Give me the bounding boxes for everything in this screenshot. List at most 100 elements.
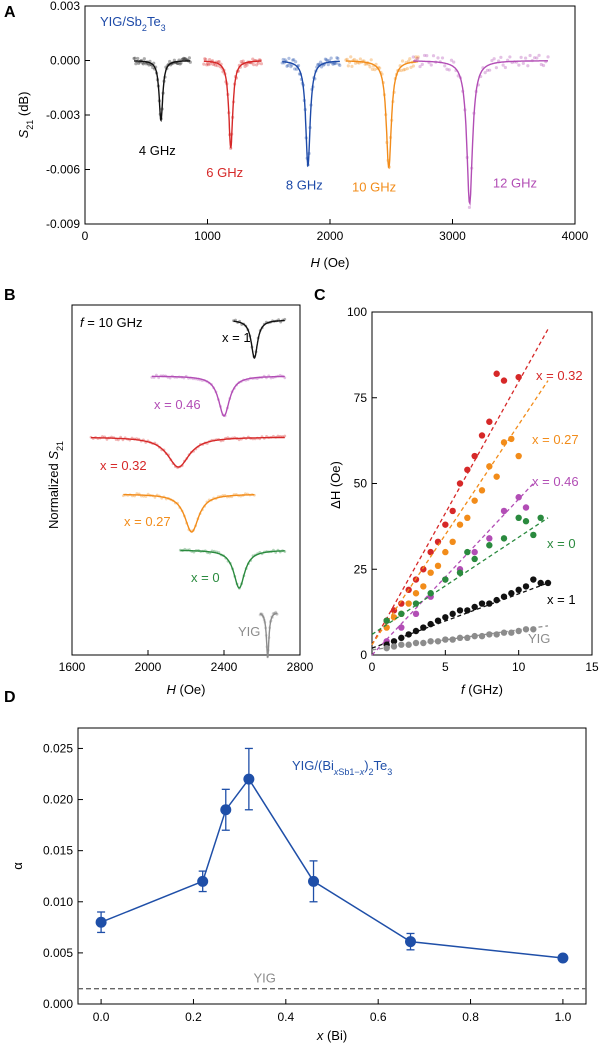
panel-a-point-12-ghz	[508, 55, 512, 59]
panel-c-point-x-0-32	[500, 377, 508, 384]
panel-a-point-6-ghz	[202, 62, 206, 66]
panel-a-xtick-label: 4000	[562, 229, 589, 243]
panel-c-series-label: x = 0.27	[532, 432, 579, 447]
panel-d-xtick-label: 0.2	[185, 1010, 202, 1024]
panel-b-fit-x-0-32	[91, 436, 285, 468]
panel-a-point-12-ghz	[528, 53, 532, 58]
panel-a-point-4-ghz	[140, 61, 145, 65]
panel-b-chart: 1600 2000 2400 2800 x = 1 x = 0.46 x = 0.32 x …	[46, 304, 314, 697]
panel-c-point-x-1	[544, 579, 552, 587]
panel-a-point-10-ghz	[350, 64, 354, 68]
panel-c-point-x-0-46	[486, 535, 493, 542]
panel-c-point-x-0-46	[522, 504, 530, 511]
panel-c-point-x-0-32	[515, 373, 522, 381]
panel-b-xtick-label: 2800	[287, 660, 314, 674]
panel-c-point-x-1	[537, 579, 544, 587]
panel-c-point-x-0-32	[420, 566, 427, 573]
panel-a-point-8-ghz	[337, 62, 341, 66]
panel-b-series-label: x = 1	[222, 330, 251, 345]
panel-a-point-4-ghz	[134, 62, 138, 66]
panel-c-point-x-0-27	[456, 521, 464, 528]
panel-d-ytick-label: 0.025	[43, 741, 73, 755]
panel-c-point-x-0-27	[493, 473, 500, 480]
panel-a-point-8-ghz	[319, 60, 323, 64]
panel-a-point-12-ghz	[503, 65, 507, 70]
panel-a-point-4-ghz	[182, 56, 186, 60]
panel-a-chart: 0 1000 2000 3000 4000 0.003 0.000 -0.003 -0.006 -…	[16, 0, 589, 270]
panel-b-fit-x-0-27	[123, 493, 255, 533]
panel-c-point-x-1	[442, 614, 449, 621]
panel-a-point-8-ghz	[333, 62, 337, 66]
panel-a-point-4-ghz	[175, 61, 179, 66]
panel-a-point-8-ghz	[316, 63, 320, 67]
panel-a-point-8-ghz	[291, 58, 295, 62]
panel-d-reference-label: YIG	[253, 971, 275, 986]
panel-c-point-yig	[442, 636, 449, 643]
panel-b-fit-x-0-46	[151, 375, 285, 417]
panel-c-ytick-label: 75	[354, 391, 368, 405]
panel-a-annotation: YIG/Sb2Te3	[100, 14, 166, 33]
panel-c-point-x-0-27	[471, 497, 478, 504]
panel-d-xtick-label: 0.6	[370, 1010, 387, 1024]
panel-a-ytick-label: -0.009	[46, 217, 80, 231]
panel-a-point-10-ghz	[345, 57, 349, 61]
panel-c-point-x-0-27	[405, 600, 412, 607]
panel-a-point-6-ghz	[207, 63, 211, 67]
panel-d-ylabel: α	[10, 862, 25, 870]
panel-a-point-12-ghz	[436, 56, 440, 60]
panel-a-point-12-ghz	[535, 56, 539, 60]
panel-c-point-x-0-32	[486, 418, 493, 425]
panel-a-point-12-ghz	[492, 57, 496, 61]
panel-b-annotation: f = 10 GHz	[80, 315, 143, 330]
panel-c-point-x-1	[390, 638, 398, 645]
panel-c-point-x-0	[515, 514, 522, 521]
panel-label-d: D	[4, 689, 16, 706]
panel-d-frame	[77, 727, 587, 1005]
panel-c-point-x-0	[398, 610, 405, 618]
panel-a-point-8-ghz	[326, 63, 330, 67]
panel-a-point-8-ghz	[331, 62, 335, 66]
panel-a-ytick-label: -0.006	[46, 163, 80, 177]
panel-c-point-yig	[530, 626, 537, 633]
panel-c-point-x-0-32	[427, 548, 434, 556]
panel-b-xtick-label: 2400	[211, 660, 238, 674]
panel-c-point-yig	[383, 644, 390, 652]
panel-d-ytick-label: 0.010	[43, 895, 73, 909]
panel-c-xtick-label: 0	[369, 660, 376, 674]
panel-a-point-4-ghz	[137, 61, 141, 65]
panel-a-point-10-ghz	[402, 68, 406, 72]
panel-a-point-8-ghz	[293, 67, 297, 71]
panel-c-point-yig	[390, 643, 398, 650]
panel-c-point-x-0-27	[464, 514, 471, 521]
panel-a-point-8-ghz	[327, 58, 331, 62]
panel-label-b: B	[4, 287, 16, 304]
panel-a-point-8-ghz	[283, 58, 287, 62]
panel-d-xlabel: x (Bi)	[316, 1028, 347, 1043]
panel-c-point-x-0-27	[412, 590, 420, 597]
panel-c-series-label: YIG	[528, 631, 550, 646]
panel-b-fit-x-0	[180, 549, 285, 589]
panel-a-point-4-ghz	[172, 58, 176, 62]
panel-d-xtick-label: 0.0	[93, 1010, 110, 1024]
panel-a-point-8-ghz	[287, 56, 291, 60]
panel-a-point-6-ghz	[256, 61, 261, 65]
panel-a-fit-10-ghz	[345, 60, 419, 170]
panel-c-point-x-0-32	[493, 370, 500, 377]
panel-a-point-8-ghz	[335, 56, 339, 60]
panel-c-point-yig	[522, 626, 530, 633]
panel-a-point-10-ghz	[411, 64, 415, 68]
panel-a-point-12-ghz	[541, 63, 546, 68]
panel-c-point-x-0-46	[398, 624, 405, 631]
panel-a-point-10-ghz	[358, 57, 362, 61]
panel-b-point-x-0-32	[276, 434, 280, 438]
panel-c-point-x-1	[434, 617, 442, 624]
panel-a-point-6-ghz	[243, 64, 247, 69]
panel-a-point-10-ghz	[368, 65, 372, 69]
panel-c-fit-x-0	[371, 517, 549, 635]
panel-a-point-12-ghz	[494, 66, 498, 70]
panel-c-point-yig	[478, 632, 486, 640]
panel-a-point-12-ghz	[447, 68, 451, 72]
panel-c-point-yig	[398, 641, 405, 648]
panel-c-xtick-label: 10	[512, 660, 526, 674]
panel-a-point-8-ghz	[294, 60, 298, 64]
